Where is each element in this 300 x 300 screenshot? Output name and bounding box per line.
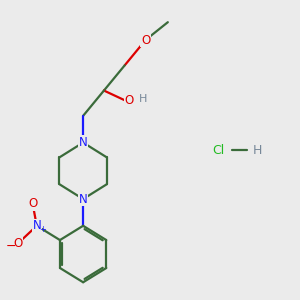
Text: −: −: [6, 240, 16, 253]
Text: O: O: [141, 34, 150, 46]
Text: O: O: [28, 197, 37, 210]
Text: Cl: Cl: [212, 143, 224, 157]
Text: +: +: [39, 225, 46, 234]
Text: O: O: [13, 237, 22, 250]
Text: N: N: [79, 136, 88, 149]
Text: H: H: [138, 94, 147, 104]
Text: O: O: [124, 94, 134, 107]
Text: N: N: [32, 219, 41, 232]
Text: N: N: [79, 193, 88, 206]
Text: H: H: [252, 143, 262, 157]
